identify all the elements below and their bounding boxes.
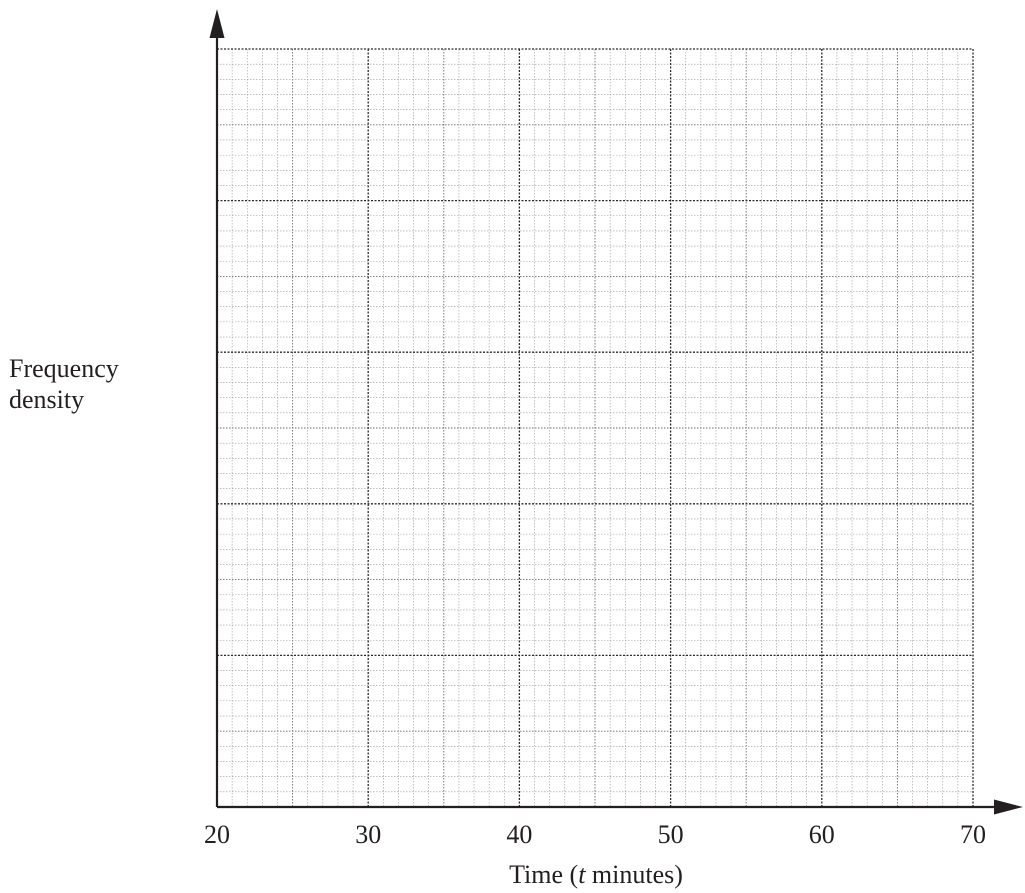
axes xyxy=(209,9,1023,815)
x-tick-label: 70 xyxy=(960,820,986,849)
x-tick-label: 60 xyxy=(809,820,835,849)
x-axis-arrow-icon xyxy=(994,799,1023,815)
x-axis-label: Time (t minutes) xyxy=(509,860,683,889)
graph-paper-grid xyxy=(217,48,974,807)
y-axis-label: Frequency density xyxy=(9,354,119,414)
x-tick-labels: 20 30 40 50 60 70 xyxy=(204,820,986,849)
x-tick-label: 20 xyxy=(204,820,230,849)
y-axis-arrow-icon xyxy=(209,9,225,38)
x-tick-label: 40 xyxy=(506,820,532,849)
y-axis-label-line2: density xyxy=(9,385,84,414)
y-axis-label-line1: Frequency xyxy=(9,354,119,383)
x-tick-label: 30 xyxy=(355,820,381,849)
x-tick-label: 50 xyxy=(658,820,684,849)
